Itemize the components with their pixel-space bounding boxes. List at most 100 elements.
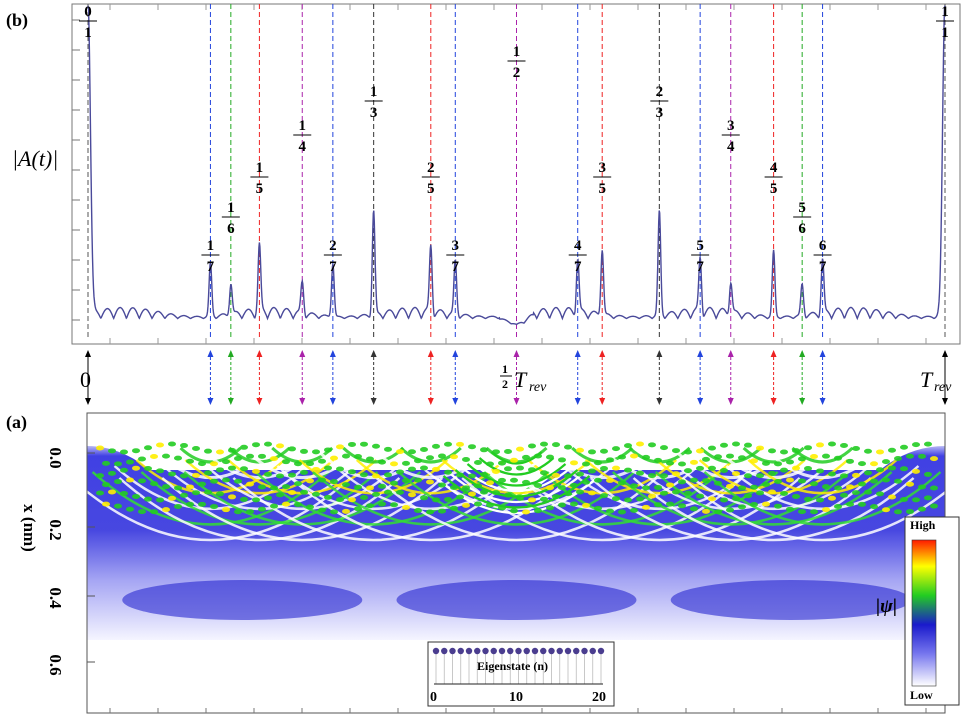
inset-point [482, 647, 489, 655]
inset-point [597, 647, 605, 655]
time-arrow-4-5 [770, 350, 777, 405]
frac-label-4-7: 47 [568, 238, 587, 275]
frac-den: 7 [574, 259, 582, 275]
inset-point [581, 647, 588, 655]
inset-point [589, 647, 596, 655]
time-arrow-2-5 [427, 350, 434, 405]
inset-point [507, 647, 514, 655]
inset-point [573, 647, 580, 655]
panel-b-ticks [72, 4, 927, 344]
half-sub: rev [529, 380, 547, 395]
frac-den: 6 [227, 221, 235, 237]
inset-tick-0: 0 [430, 690, 437, 705]
inset-point [490, 647, 497, 655]
colorbar-gradient [911, 539, 937, 687]
time-arrow-3-4 [727, 350, 734, 405]
time-arrow-1-6 [227, 350, 234, 405]
time-arrow-3-7 [452, 350, 459, 405]
frac-num: 5 [798, 200, 806, 216]
frac-den: 6 [798, 221, 806, 237]
frac-den: 1 [941, 25, 949, 41]
frac-label-1-6: 16 [221, 200, 240, 237]
frac-num: 1 [256, 160, 264, 176]
frac-label-3-7: 37 [446, 238, 465, 275]
frac-den: 4 [727, 139, 735, 155]
frac-den: 3 [656, 105, 664, 121]
frac-num: 1 [299, 118, 307, 134]
frac-label-1-1: 11 [936, 4, 954, 41]
time-arrow-4-7 [574, 350, 581, 405]
panel-a-ylabel: x (nm) [20, 504, 39, 552]
frac-num: 2 [427, 160, 435, 176]
time-arrow-6-7 [819, 350, 826, 405]
frac-label-5-6: 56 [793, 200, 812, 237]
inset-point [564, 647, 572, 655]
inset-point [498, 647, 506, 655]
frac-num: 5 [696, 238, 704, 254]
frac-num: 4 [770, 160, 778, 176]
frac-den: 7 [329, 259, 337, 275]
panel-b-label: (b) [6, 10, 28, 31]
inset-point [556, 647, 563, 655]
frac-num: 0 [84, 4, 92, 20]
inset-point [548, 647, 555, 655]
inset-point [432, 647, 440, 655]
frac-num: 3 [452, 238, 460, 254]
revival-guides [87, 4, 946, 340]
end-sub: rev [934, 380, 952, 395]
frac-label-2-7: 27 [323, 238, 342, 275]
end-T: T [920, 367, 934, 392]
frac-num: 1 [207, 238, 215, 254]
panel-a-ticks [87, 452, 927, 713]
colorbar-high: High [910, 518, 936, 532]
frac-den: 5 [256, 181, 264, 197]
inset-point [465, 647, 473, 655]
frac-label-0-1: 01 [79, 4, 97, 41]
ytick-0: 0.0 [46, 447, 65, 468]
inset-point [515, 647, 522, 655]
time-arrow-1-4 [299, 350, 306, 405]
frac-num: 1 [513, 44, 521, 60]
time-arrow-1-2 [513, 350, 520, 405]
inset-tick-20: 20 [592, 690, 606, 705]
inset-point [457, 647, 464, 655]
frac-num: 2 [329, 238, 337, 254]
frac-den: 7 [207, 259, 215, 275]
inset-point [441, 647, 448, 655]
frac-label-2-5: 25 [421, 160, 440, 197]
frac-den: 5 [427, 181, 435, 197]
frac-den: 4 [299, 139, 307, 155]
frac-num: 1 [370, 84, 378, 100]
inset-point [523, 647, 530, 655]
frac-num: 3 [727, 118, 735, 134]
time-arrow-1-5 [256, 350, 263, 405]
frac-label-4-5: 45 [764, 160, 783, 197]
inset-point [449, 647, 456, 655]
frac-den: 7 [819, 259, 827, 275]
inset-point [531, 647, 539, 655]
time-arrow-3-5 [599, 350, 606, 405]
time-arrow-1-7 [207, 350, 214, 405]
frac-den: 2 [513, 65, 521, 81]
frac-num: 3 [598, 160, 606, 176]
time-label-zero: 0 [80, 367, 91, 392]
frac-den: 7 [452, 259, 460, 275]
inset-point [540, 647, 547, 655]
frac-label-1-7: 17 [201, 238, 220, 275]
frac-den: 5 [598, 181, 606, 197]
inset-points [432, 647, 605, 684]
frac-label-3-4: 34 [721, 118, 740, 155]
colorbar-title: |ψ| [876, 596, 897, 617]
ytick-3: 0.6 [46, 654, 65, 675]
frac-num: 6 [819, 238, 827, 254]
colorbar: High Low |ψ| [876, 516, 960, 706]
frac-label-6-7: 67 [813, 238, 832, 275]
frac-den: 7 [696, 259, 704, 275]
time-arrow-1-3 [370, 350, 377, 405]
frac-num: 1 [941, 4, 949, 20]
half-T: T [514, 367, 528, 392]
frac-den: 1 [84, 25, 92, 41]
frac-label-5-7: 57 [691, 238, 710, 275]
